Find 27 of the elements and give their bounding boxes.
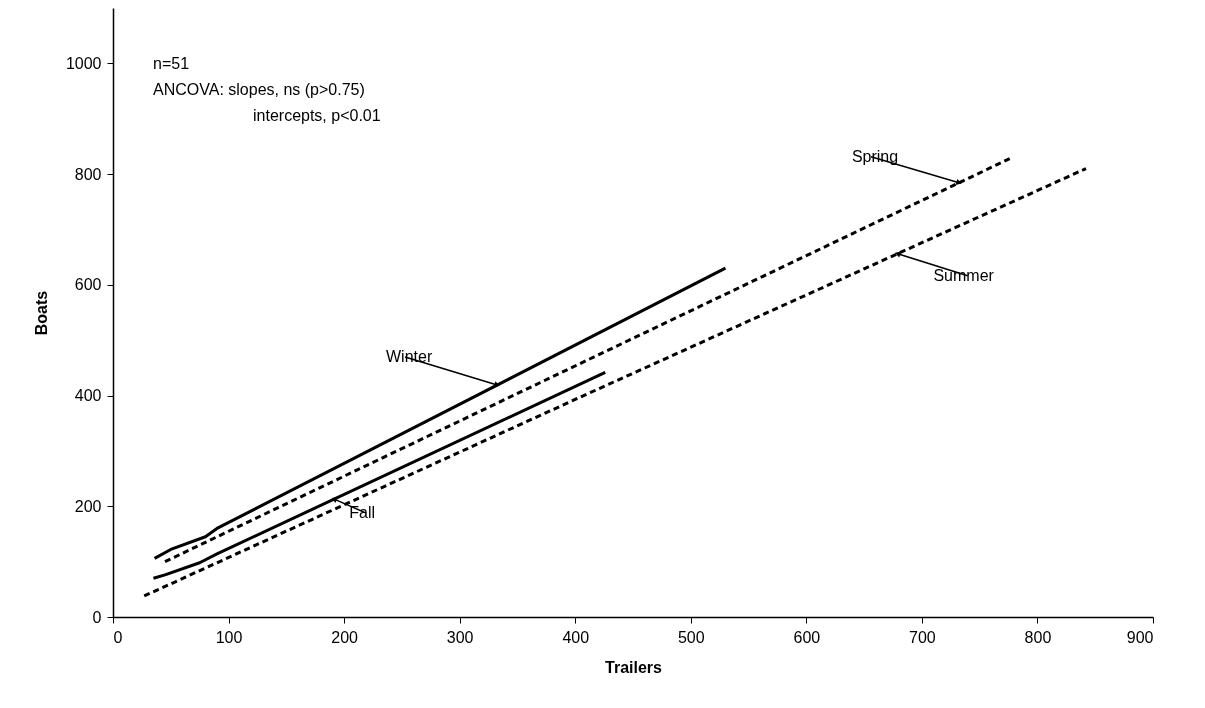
x-axis-title: Trailers xyxy=(605,658,663,676)
x-tick-label: 400 xyxy=(562,628,590,646)
series-label: Summer xyxy=(933,266,995,284)
x-tick-label: 700 xyxy=(909,628,936,646)
y-tick-label: 0 xyxy=(92,608,102,626)
y-tick-label: 800 xyxy=(74,165,102,183)
y-tick-label: 1000 xyxy=(65,54,102,72)
text: Spring xyxy=(851,147,899,165)
x-tick-label: 200 xyxy=(331,628,359,646)
x-tick-label: 0 xyxy=(113,628,123,646)
x-tick-label: 800 xyxy=(1024,628,1052,646)
line-series xyxy=(151,370,607,580)
annotation: ANCOVA: slopes, ns (p>0.75) xyxy=(153,81,365,98)
y-axis-title: Boats xyxy=(32,290,50,336)
line-series xyxy=(153,266,727,560)
x-tick-label: 600 xyxy=(793,628,821,646)
y-tick-label: 600 xyxy=(74,276,102,294)
x-tick-label: 900 xyxy=(1126,628,1154,646)
y-tick-label: 200 xyxy=(74,497,102,515)
x-tick-label: 300 xyxy=(446,628,474,646)
x-tick-label: 100 xyxy=(215,628,243,646)
y-tick-label: 400 xyxy=(74,387,102,405)
text: Winter xyxy=(385,348,433,366)
annotation: intercepts, p<0.01 xyxy=(253,107,381,124)
x-tick-label: 500 xyxy=(677,628,705,646)
annotation: n=51 xyxy=(153,55,190,72)
legend-label: Fall xyxy=(349,504,376,522)
